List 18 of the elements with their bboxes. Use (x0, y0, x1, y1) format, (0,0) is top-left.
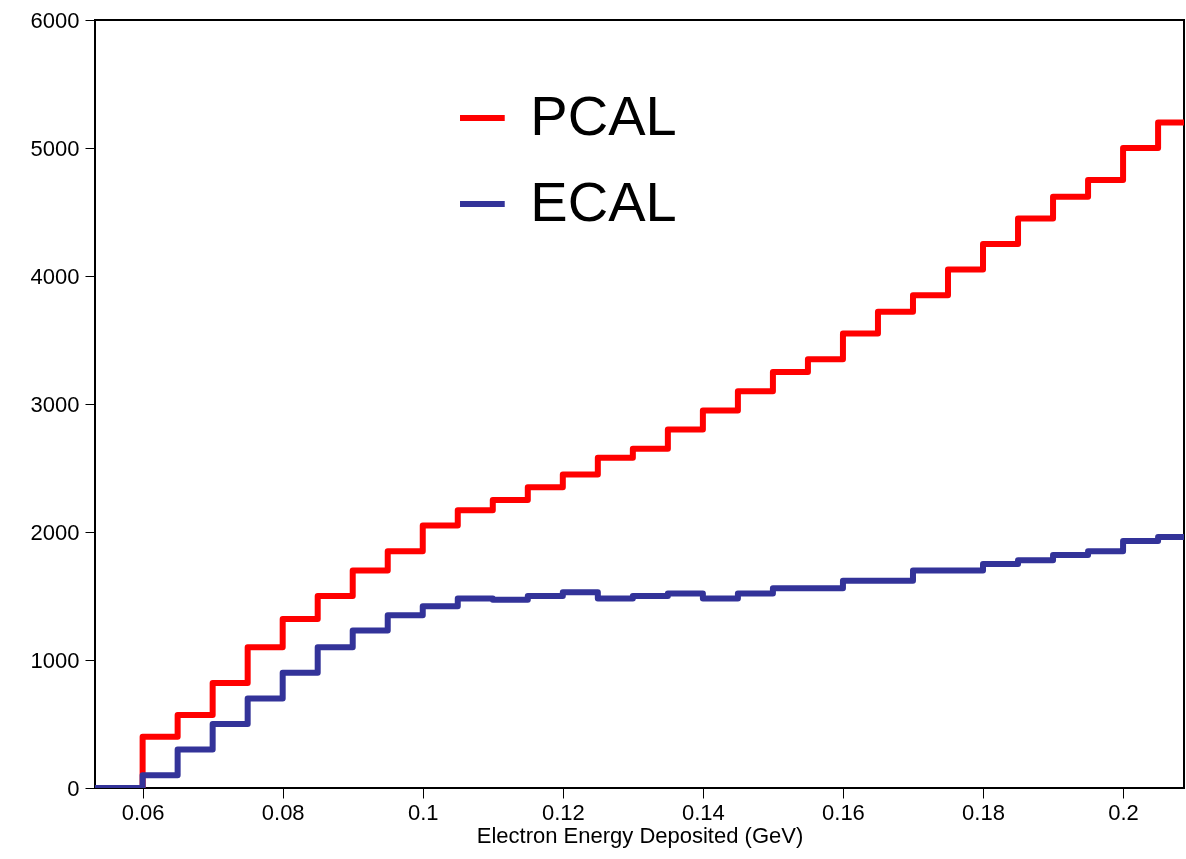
y-tick-label: 0 (67, 775, 80, 801)
y-tick-label: 4000 (30, 263, 80, 289)
y-tick-label: 2000 (30, 519, 80, 545)
x-axis-title: Electron Energy Deposited (GeV) (476, 822, 804, 848)
y-tick-label: 1000 (30, 647, 80, 673)
y-tick-label: 6000 (30, 7, 80, 33)
x-tick-label: 0.1 (407, 799, 439, 825)
x-tick-label: 0.16 (822, 799, 865, 825)
x-tick-label: 0.08 (261, 799, 305, 825)
legend-label: PCAL (530, 84, 677, 147)
x-tick-label: 0.18 (962, 799, 1005, 825)
x-tick-label: 0.2 (1108, 799, 1139, 825)
x-tick-label: 0.06 (121, 799, 165, 825)
y-tick-label: 3000 (30, 391, 80, 417)
y-tick-label: 5000 (30, 135, 80, 161)
x-tick-label: 0.12 (541, 799, 585, 825)
legend-label: ECAL (530, 170, 677, 233)
x-tick-label: 0.14 (681, 799, 725, 825)
